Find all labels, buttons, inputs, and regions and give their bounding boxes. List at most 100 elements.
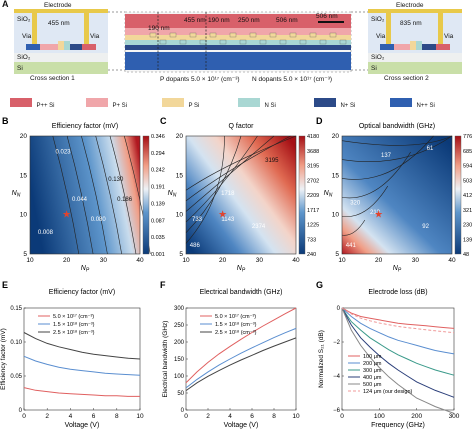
series-line	[341, 307, 455, 355]
heatmap-field	[29, 135, 141, 255]
y-tick-label: 0.15	[10, 306, 22, 312]
contour-label: 3195	[265, 158, 279, 164]
cs1-dim: 455 nm	[48, 20, 70, 27]
contour-label: 0.080	[91, 217, 107, 223]
chart-title: Electrical bandwidth (GHz)	[200, 289, 283, 296]
colorbar-tick-label: 776	[463, 134, 472, 140]
x-tick-label: 20	[63, 257, 71, 264]
cs2-sio2b: SiO₂	[371, 54, 385, 61]
contour-label: 0.186	[117, 197, 133, 203]
design-point-marker: ★	[218, 210, 227, 221]
x-tick-label: 10	[338, 257, 346, 264]
colorbar-tick-label: 2702	[307, 178, 319, 184]
y-tick-label: 0	[19, 408, 23, 414]
series-line	[23, 387, 140, 397]
y-axis-subscript: N	[329, 193, 333, 199]
legend-item-npp: N++ Si	[390, 94, 435, 112]
y-axis-label: Electrical bandwidth (GHz)	[162, 321, 169, 398]
y-axis-subscript: N	[17, 193, 21, 199]
cross-section-2	[368, 9, 462, 74]
legend-label: P Si	[188, 103, 200, 109]
top-view	[124, 11, 352, 73]
y-axis-label: Normalized S₂₁ (dB)	[318, 330, 325, 388]
contour-label: 1718	[221, 191, 235, 197]
legend-label: 1.5 × 10¹⁸ (cm⁻³)	[215, 321, 257, 328]
y-tick-label: 0	[337, 306, 341, 312]
colorbar	[142, 135, 150, 255]
cs2-via-right: Via	[444, 33, 454, 40]
design-point-marker: ★	[62, 210, 71, 221]
contour-line	[341, 151, 411, 199]
colorbar-tick-label: 0.035	[151, 235, 165, 241]
x-axis-label: Voltage (V)	[65, 422, 100, 429]
contour-label: 137	[381, 153, 392, 159]
colorbar-tick-label: 503	[463, 178, 472, 184]
legend-item-ppp: P++ Si	[10, 94, 54, 112]
cs2-electrode: Electrode	[396, 2, 424, 9]
contour-line	[185, 135, 258, 223]
x-tick-label: 0	[184, 413, 188, 420]
x-tick-label: 2	[45, 413, 49, 420]
dim-5: 506 nm	[276, 17, 298, 24]
y-tick-label: −6	[333, 408, 341, 414]
contour-label: 0.044	[72, 197, 88, 203]
contour-line	[185, 135, 225, 244]
legend-swatch	[162, 98, 184, 108]
colorbar-tick-label: 0.294	[151, 151, 165, 157]
contour-line	[95, 135, 122, 255]
colorbar-tick-label: 0.242	[151, 168, 165, 174]
legend-item-n: N Si	[238, 94, 276, 112]
series-line	[341, 307, 455, 329]
legend-item-p: P Si	[162, 94, 199, 112]
colorbar-tick-label: 685	[463, 149, 472, 155]
y-axis-subscript: N	[173, 193, 177, 199]
y-tick-label: 0.05	[10, 374, 22, 380]
y-axis-label: NN	[324, 190, 333, 199]
legend-item-pp: P+ Si	[86, 94, 127, 112]
legend-label: N+ Si	[340, 103, 356, 109]
colorbar-tick-label: 3688	[307, 149, 319, 155]
x-tick-label: 8	[272, 413, 276, 420]
legend-label: 124 μm (our design)	[363, 389, 412, 395]
panel-label: G	[316, 280, 323, 290]
x-tick-label: 40	[448, 257, 456, 264]
colorbar-tick-label: 0.001	[151, 252, 165, 258]
cs1-si: Si	[17, 65, 23, 72]
y-tick-label: 20	[176, 133, 184, 140]
series-line	[185, 327, 297, 389]
y-tick-label: 50	[177, 391, 184, 397]
doping-legend: P++ Si P+ Si P Si N Si N+ Si N++ Si	[10, 94, 470, 109]
legend-label: 2.5 × 10¹⁸ (cm⁻³)	[215, 329, 257, 336]
contour-label: 0.130	[108, 177, 124, 183]
x-tick-label: 20	[219, 257, 227, 264]
contour-line	[341, 135, 434, 180]
x-tick-label: 40	[136, 257, 144, 264]
colorbar-tick-label: 0.139	[151, 201, 165, 207]
panel-a-diagram	[14, 9, 462, 74]
y-tick-label: 10	[332, 212, 340, 219]
cs2-si: Si	[371, 65, 377, 72]
contour-lines	[341, 135, 453, 236]
panel-label: B	[2, 116, 9, 126]
dim-2: 190 nm	[148, 25, 170, 32]
doping-p: P dopants 5.0 × 10¹⁷ (cm⁻³)	[160, 76, 240, 83]
colorbar-tick-label: 2209	[307, 193, 319, 199]
x-axis-label: Voltage (V)	[224, 422, 259, 429]
heatmap-D: D Optical bandwidth (GHz) 137 61 320 213 92 441…	[316, 116, 472, 274]
heatmap-title: Efficiency factor (mV)	[52, 123, 118, 130]
cs2-sio2: SiO₂	[371, 16, 385, 23]
legend-label: 500 μm	[363, 382, 382, 388]
y-tick-label: 5	[179, 251, 183, 258]
x-tick-label: 0	[340, 413, 344, 420]
dim-6: 506 nm	[316, 13, 338, 20]
y-tick-label: 150	[174, 357, 185, 363]
y-tick-label: 100	[174, 374, 185, 380]
x-tick-label: 100	[374, 413, 385, 420]
x-axis-subscript: P	[398, 268, 402, 274]
x-axis-subscript: P	[242, 268, 246, 274]
colorbar-tick-label: 3195	[307, 164, 319, 170]
y-axis-label: NN	[12, 190, 21, 199]
y-tick-label: −4	[333, 374, 341, 380]
contour-line	[341, 135, 453, 146]
